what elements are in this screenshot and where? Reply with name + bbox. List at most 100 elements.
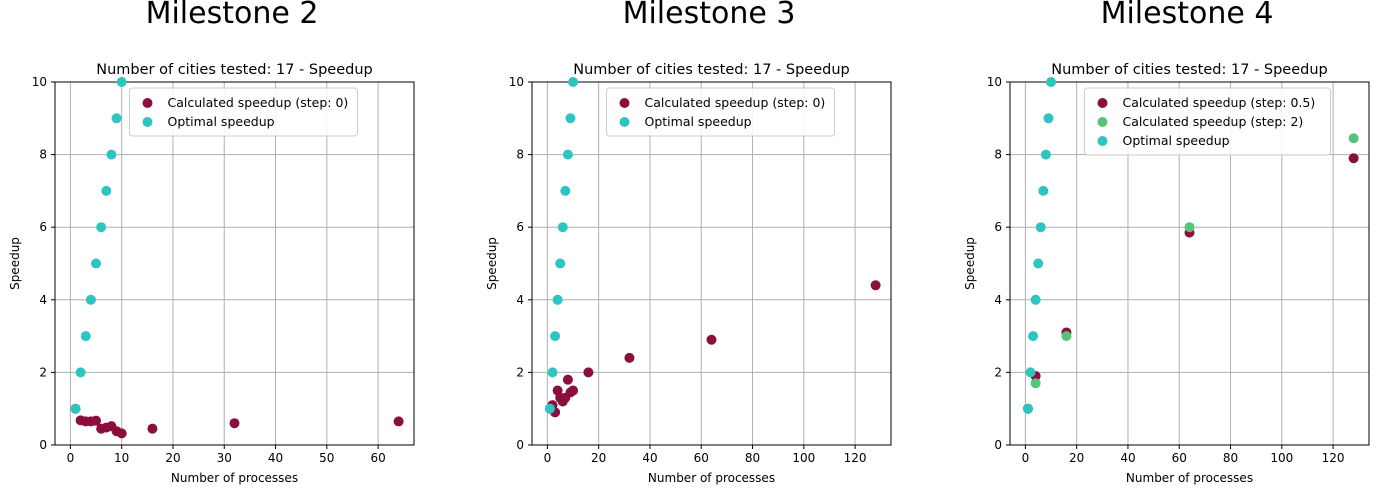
x-tick-label: 120 — [844, 451, 867, 465]
y-tick-label: 8 — [994, 148, 1002, 162]
scatter-chart: 0 20 40 60 80 100 120 0 2 4 6 8 10 Number of cities t… — [485, 62, 892, 485]
legend-marker — [1097, 98, 1108, 108]
y-tick-label: 6 — [516, 220, 524, 234]
data-point — [552, 294, 563, 305]
data-point — [562, 374, 573, 385]
legend-label: Calculated speedup (step: 2) — [1123, 114, 1304, 129]
scatter-chart: 0 20 40 60 80 100 120 0 2 4 6 8 10 Number of cities t… — [963, 62, 1370, 485]
plot-frame — [54, 81, 415, 446]
x-tick-label: 0 — [1022, 451, 1030, 465]
y-axis-label: Speedup — [485, 237, 499, 290]
scatter-chart: 0 10 20 30 40 50 60 0 2 4 6 8 10 Number of cities tes… — [8, 62, 415, 485]
chart-panel-3: Milestone 4 0 20 40 60 80 100 120 0 2 4 6 8 10 Number… — [955, 0, 1394, 495]
panel-heading: Milestone 2 — [145, 0, 319, 31]
legend-marker — [1097, 117, 1108, 127]
plot-frame — [1009, 81, 1370, 446]
data-point — [1348, 153, 1359, 164]
y-tick-label: 0 — [994, 438, 1002, 452]
data-point — [870, 280, 881, 291]
legend-marker — [142, 117, 153, 127]
data-point — [1030, 378, 1041, 389]
y-tick-label: 4 — [994, 293, 1002, 307]
y-tick-label: 0 — [516, 438, 524, 452]
data-point — [547, 367, 558, 378]
data-point — [111, 113, 122, 124]
y-tick-label: 8 — [516, 148, 524, 162]
x-tick-label: 60 — [1172, 451, 1187, 465]
y-tick-label: 6 — [994, 220, 1002, 234]
y-tick-label: 4 — [516, 293, 524, 307]
series-layer — [544, 77, 881, 418]
chart-title: Number of cities tested: 17 - Speedup — [1051, 62, 1327, 78]
data-point — [1028, 331, 1039, 342]
x-tick-label: 60 — [370, 451, 385, 465]
legend-marker — [619, 98, 630, 108]
x-tick-label: 20 — [165, 451, 180, 465]
legend-label: Optimal speedup — [1123, 133, 1230, 148]
data-point — [1025, 367, 1036, 378]
x-tick-label: 100 — [1270, 451, 1293, 465]
data-point — [706, 334, 717, 345]
y-tick-label: 2 — [39, 365, 47, 379]
legend-label: Optimal speedup — [168, 114, 275, 129]
data-point — [565, 113, 576, 124]
x-axis-label: Number of processes — [171, 471, 298, 485]
y-tick-label: 2 — [994, 365, 1002, 379]
data-point — [560, 185, 571, 196]
data-point — [1348, 133, 1359, 144]
data-point — [1046, 77, 1057, 87]
data-point — [75, 367, 86, 378]
legend-box — [606, 87, 835, 137]
y-axis-label: Speedup — [963, 237, 977, 290]
data-point — [557, 222, 568, 233]
legend-label: Optimal speedup — [645, 114, 752, 129]
data-point — [1038, 185, 1049, 196]
y-tick-label: 0 — [39, 438, 47, 452]
data-point — [147, 423, 158, 434]
data-point — [1022, 403, 1033, 414]
data-point — [562, 149, 573, 160]
legend-marker — [142, 98, 153, 108]
data-point — [91, 415, 102, 426]
data-point — [96, 222, 107, 233]
data-point — [70, 403, 81, 414]
data-point — [91, 258, 102, 269]
x-axis-label: Number of processes — [648, 471, 775, 485]
x-tick-label: 80 — [1223, 451, 1238, 465]
x-tick-label: 40 — [642, 451, 657, 465]
data-point — [116, 77, 127, 87]
y-tick-label: 4 — [39, 293, 47, 307]
data-point — [550, 331, 561, 342]
chart-title: Number of cities tested: 17 - Speedup — [96, 62, 372, 78]
chart-panel-2: Milestone 3 0 20 40 60 80 100 120 0 2 4 6 8 10 Number… — [477, 0, 941, 495]
x-tick-label: 20 — [591, 451, 606, 465]
legend-label: Calculated speedup (step: 0) — [645, 95, 826, 110]
x-tick-label: 30 — [217, 451, 232, 465]
panel-heading: Milestone 3 — [622, 0, 796, 31]
data-point — [544, 403, 555, 414]
legend-box — [1084, 87, 1331, 156]
data-point — [101, 185, 112, 196]
chart-title: Number of cities tested: 17 - Speedup — [573, 62, 849, 78]
data-point — [1033, 258, 1044, 269]
legend-label: Calculated speedup (step: 0.5) — [1123, 95, 1316, 110]
plot-frame — [531, 81, 892, 446]
legend-marker — [619, 117, 630, 127]
y-axis-label: Speedup — [8, 237, 22, 290]
y-tick-label: 6 — [39, 220, 47, 234]
x-tick-label: 60 — [694, 451, 709, 465]
data-point — [1043, 113, 1054, 124]
x-tick-label: 20 — [1069, 451, 1084, 465]
x-tick-label: 80 — [745, 451, 760, 465]
y-tick-label: 8 — [39, 148, 47, 162]
x-tick-label: 0 — [67, 451, 75, 465]
legend-box — [129, 87, 358, 137]
data-point — [80, 331, 91, 342]
legend-label: Calculated speedup (step: 0) — [168, 95, 349, 110]
x-axis-label: Number of processes — [1126, 471, 1253, 485]
data-point — [1030, 294, 1041, 305]
series-layer — [1022, 77, 1359, 414]
data-point — [555, 258, 566, 269]
x-tick-label: 40 — [1120, 451, 1135, 465]
data-point — [1035, 222, 1046, 233]
